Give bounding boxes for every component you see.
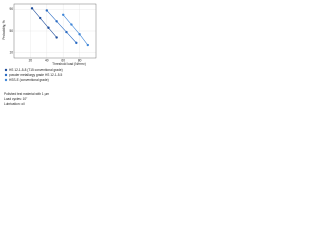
data-point (45, 9, 48, 12)
data-point (86, 43, 90, 47)
footnote: Load cycles: 10⁷ (4, 97, 28, 101)
y-axis-label: Probability, % (2, 20, 6, 39)
data-point (30, 7, 34, 10)
chart: Probability, % Threshold load (N/mm²) 10… (0, 0, 100, 118)
y-tick-label: 50 (9, 29, 13, 33)
series-line (62, 14, 89, 46)
data-point (55, 20, 58, 23)
x-axis-label: Threshold load (N/mm²) (52, 62, 86, 66)
data-point (70, 23, 73, 26)
data-point (75, 41, 78, 45)
footnote: Lubrication: oil (4, 102, 25, 106)
data-point (55, 36, 58, 39)
data-point (62, 13, 65, 16)
x-tick-label: 80 (78, 58, 82, 62)
legend-marker (4, 73, 8, 77)
footnote: Polished test material with 1 µm (4, 92, 49, 96)
plot-frame (13, 3, 97, 59)
data-point (78, 33, 81, 36)
data-point (47, 26, 50, 29)
x-tick-label: 20 (29, 58, 33, 62)
series-line (46, 10, 77, 44)
legend-marker (4, 68, 8, 72)
legend-label: HSS-E (conventional grade) (9, 78, 49, 82)
legend-label: HS 12-1-5-8 (T15 conventional grade) (9, 68, 63, 72)
y-tick-label: 90 (9, 7, 13, 11)
x-tick-label: 40 (45, 58, 49, 62)
x-tick-label: 60 (61, 58, 65, 62)
legend-marker (4, 78, 8, 82)
data-point (39, 16, 42, 20)
background (0, 0, 100, 118)
legend-label: powder metallurgy grade HS 12-1-5-5 (9, 73, 63, 77)
y-tick-label: 10 (9, 50, 13, 54)
series-line (31, 8, 57, 38)
data-point (65, 30, 68, 34)
